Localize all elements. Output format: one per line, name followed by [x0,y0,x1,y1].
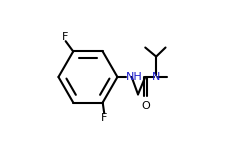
Text: N: N [152,72,160,82]
Text: O: O [141,101,150,111]
Text: F: F [62,32,68,42]
Text: NH: NH [126,72,143,82]
Text: F: F [101,113,107,123]
